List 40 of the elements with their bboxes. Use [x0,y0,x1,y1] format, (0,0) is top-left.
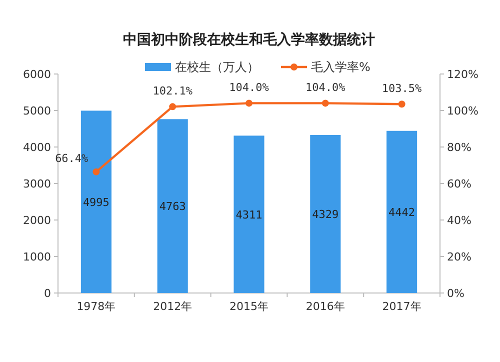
point [398,100,406,108]
y2-tick-label: 60% [447,178,472,190]
y-tick-label: 4000 [23,141,51,154]
point [246,100,252,107]
x-tick-label: 2015年 [230,300,268,313]
y2-tick-label: 0% [447,287,464,300]
x-tick-label: 2012年 [153,300,192,313]
point [169,103,176,110]
point [322,100,329,107]
y2-tick-label: 120% [447,68,478,81]
bar [386,130,418,293]
y-tick-label: 2000 [23,214,51,227]
y2-tick-label: 80% [447,141,472,154]
data-label: 103.5% [382,82,422,96]
data-label: 4995 [82,196,110,209]
x-tick-label: 2016年 [306,300,345,313]
data-label: 4442 [388,206,416,219]
y-tick-label: 1000 [23,250,51,264]
x-tick-label: 2017年 [382,300,422,313]
legend-label: 在校生（万人） [175,60,259,74]
bar [234,136,264,293]
bar [310,134,341,293]
y2-tick-label: 100% [447,104,478,118]
y-tick-label: 5000 [23,104,51,118]
y-tick-label: 0 [44,287,51,300]
legend-label: 毛入学率% [311,60,370,74]
y2-tick-label: 20% [447,250,472,264]
data-label: 104.0% [229,81,270,94]
point [92,168,100,176]
y2-tick-label: 40% [447,214,472,227]
y-tick-label: 6000 [23,68,51,81]
bar [157,119,188,293]
data-label: 4311 [236,208,262,222]
x-tick-label: 1978年 [76,300,116,313]
data-label: 104.0% [306,81,346,94]
data-label: 102.1% [152,84,193,98]
data-label: 4763 [159,200,186,214]
data-label: 4329 [312,208,339,221]
chart-title: 中国初中阶段在校生和毛入学率数据统计 [123,31,375,48]
y-tick-label: 3000 [23,178,51,190]
